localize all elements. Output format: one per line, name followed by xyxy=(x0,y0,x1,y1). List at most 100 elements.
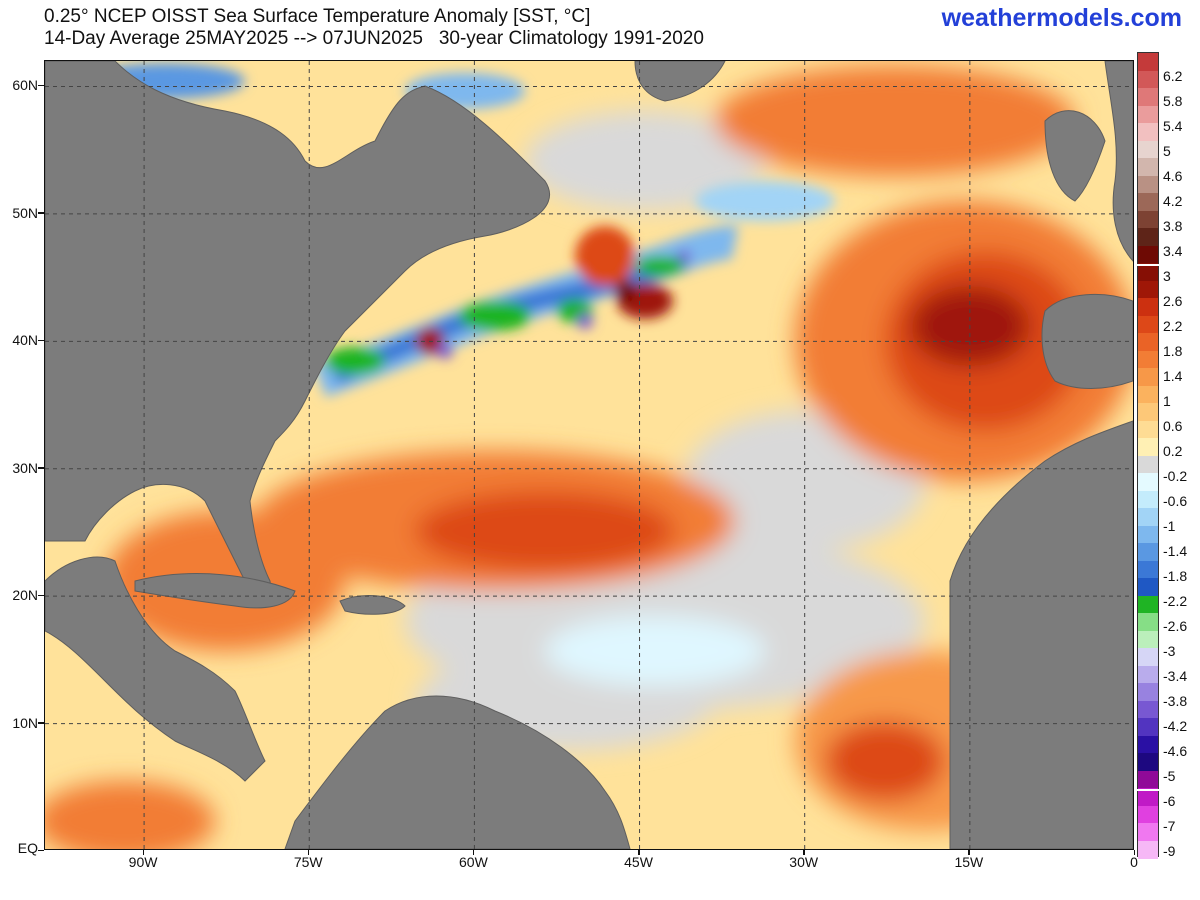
colorbar-segment xyxy=(1138,53,1158,72)
latitude-tick xyxy=(38,339,44,342)
gulf-stream-eddies xyxy=(314,181,835,397)
colorbar-label: 2.6 xyxy=(1163,293,1183,309)
colorbar-label: 4.2 xyxy=(1163,193,1183,209)
british-isles-landmass xyxy=(1044,110,1106,202)
longitude-label: 90W xyxy=(128,854,158,870)
map-title-block: 0.25° NCEP OISST Sea Surface Temperature… xyxy=(44,6,704,50)
colorbar-label: 1.8 xyxy=(1163,343,1183,359)
longitude-tick xyxy=(472,850,475,855)
north-america-landmass xyxy=(45,61,551,608)
colorbar-segment xyxy=(1138,665,1158,684)
cuba-landmass xyxy=(134,573,296,609)
cold-eddy xyxy=(459,301,531,331)
colorbar-segment xyxy=(1138,333,1158,352)
colorbar-label: -3 xyxy=(1163,643,1176,659)
latitude-label: 50N xyxy=(12,204,38,221)
colorbar-segment xyxy=(1138,753,1158,772)
colorbar-label: -6 xyxy=(1163,793,1176,809)
land-masses xyxy=(45,61,1133,849)
colorbar-segment xyxy=(1138,770,1158,789)
longitude-label: 15W xyxy=(954,854,984,870)
colorbar-segment xyxy=(1138,245,1158,264)
latitude-label: 10N xyxy=(12,714,38,731)
colorbar-segment xyxy=(1138,298,1158,317)
colorbar-segment xyxy=(1138,70,1158,89)
colorbar-segment xyxy=(1138,193,1158,212)
south-america-landmass xyxy=(284,695,631,849)
colorbar-segment xyxy=(1138,438,1158,457)
cool-anomaly-patch xyxy=(545,616,765,686)
colorbar-segment xyxy=(1138,805,1158,824)
colorbar-label: 4.6 xyxy=(1163,168,1183,184)
colorbar-segment xyxy=(1138,735,1158,754)
colorbar-label: 0.6 xyxy=(1163,418,1183,434)
colorbar-segment xyxy=(1138,175,1158,194)
graticule xyxy=(45,61,1133,849)
colorbar-label: 0.2 xyxy=(1163,443,1183,459)
colorbar-label: -0.6 xyxy=(1163,493,1188,509)
latitude-label: 30N xyxy=(12,459,38,476)
colorbar-label: -1 xyxy=(1163,518,1176,534)
colorbar-label: 3.4 xyxy=(1163,243,1183,259)
cold-eddy-core xyxy=(437,343,453,359)
map-title-line-2: 14-Day Average 25MAY2025 --> 07JUN2025 3… xyxy=(44,28,704,49)
latitude-label: EQ xyxy=(17,840,38,856)
colorbar-segment xyxy=(1138,403,1158,422)
cold-eddy xyxy=(325,347,385,375)
colorbar-segment xyxy=(1138,578,1158,597)
colorbar-label: -0.2 xyxy=(1163,468,1188,484)
latitude-tick xyxy=(38,212,44,214)
colorbar-segment xyxy=(1138,473,1158,492)
hispaniola-landmass xyxy=(339,595,406,615)
warm-anomaly-subpolar xyxy=(715,66,1075,176)
colorbar-segment xyxy=(1138,263,1158,282)
colorbar-segment xyxy=(1138,613,1158,632)
colorbar-segment xyxy=(1138,508,1158,527)
warm-anomaly-core xyxy=(415,491,675,571)
colorbar-segment xyxy=(1138,105,1158,124)
central-america-landmass xyxy=(45,556,266,782)
colorbar-segment xyxy=(1138,595,1158,614)
longitude-label: 30W xyxy=(789,854,819,870)
colorbar-segment xyxy=(1138,648,1158,667)
colorbar-label: -2.2 xyxy=(1163,593,1188,609)
colorbar-label: 6.2 xyxy=(1163,68,1183,84)
map-canvas xyxy=(45,61,1133,849)
colorbar-label: 2.2 xyxy=(1163,318,1183,334)
longitude-tick xyxy=(307,850,310,855)
colorbar-segment xyxy=(1138,210,1158,229)
longitude-tick xyxy=(803,850,805,855)
colorbar-segment xyxy=(1138,385,1158,404)
sst-anomaly-map xyxy=(44,60,1134,850)
colorbar-segment xyxy=(1138,560,1158,579)
colorbar-segment xyxy=(1138,823,1158,842)
colorbar-label: -3.8 xyxy=(1163,693,1188,709)
colorbar-segment xyxy=(1138,228,1158,247)
greenland-landmass xyxy=(634,61,726,102)
latitude-label: 40N xyxy=(12,332,38,349)
colorbar-segment xyxy=(1138,525,1158,544)
cold-eddy-core xyxy=(679,250,691,262)
africa-landmass xyxy=(949,420,1133,849)
longitude-label: 75W xyxy=(293,854,323,870)
latitude-tick xyxy=(38,84,44,87)
europe-landmass xyxy=(1104,61,1133,262)
colorbar-label: 5 xyxy=(1163,143,1171,159)
colorbar-segment xyxy=(1138,490,1158,509)
colorbar-label: -7 xyxy=(1163,818,1176,834)
latitude-tick xyxy=(38,467,44,469)
warm-eddy xyxy=(575,226,635,286)
colorbar-label: -1.8 xyxy=(1163,568,1188,584)
warm-eddy xyxy=(615,279,635,303)
latitude-tick xyxy=(38,722,44,724)
colorbar xyxy=(1137,52,1159,859)
colorbar-segment xyxy=(1138,683,1158,702)
colorbar-label: -4.2 xyxy=(1163,718,1188,734)
colorbar-segment xyxy=(1138,543,1158,562)
colorbar-segment xyxy=(1138,88,1158,107)
longitude-tick xyxy=(968,850,970,855)
colorbar-segment xyxy=(1138,350,1158,369)
cool-anomaly-patch xyxy=(695,181,835,221)
colorbar-label: 1 xyxy=(1163,393,1171,409)
colorbar-segment xyxy=(1138,788,1158,807)
